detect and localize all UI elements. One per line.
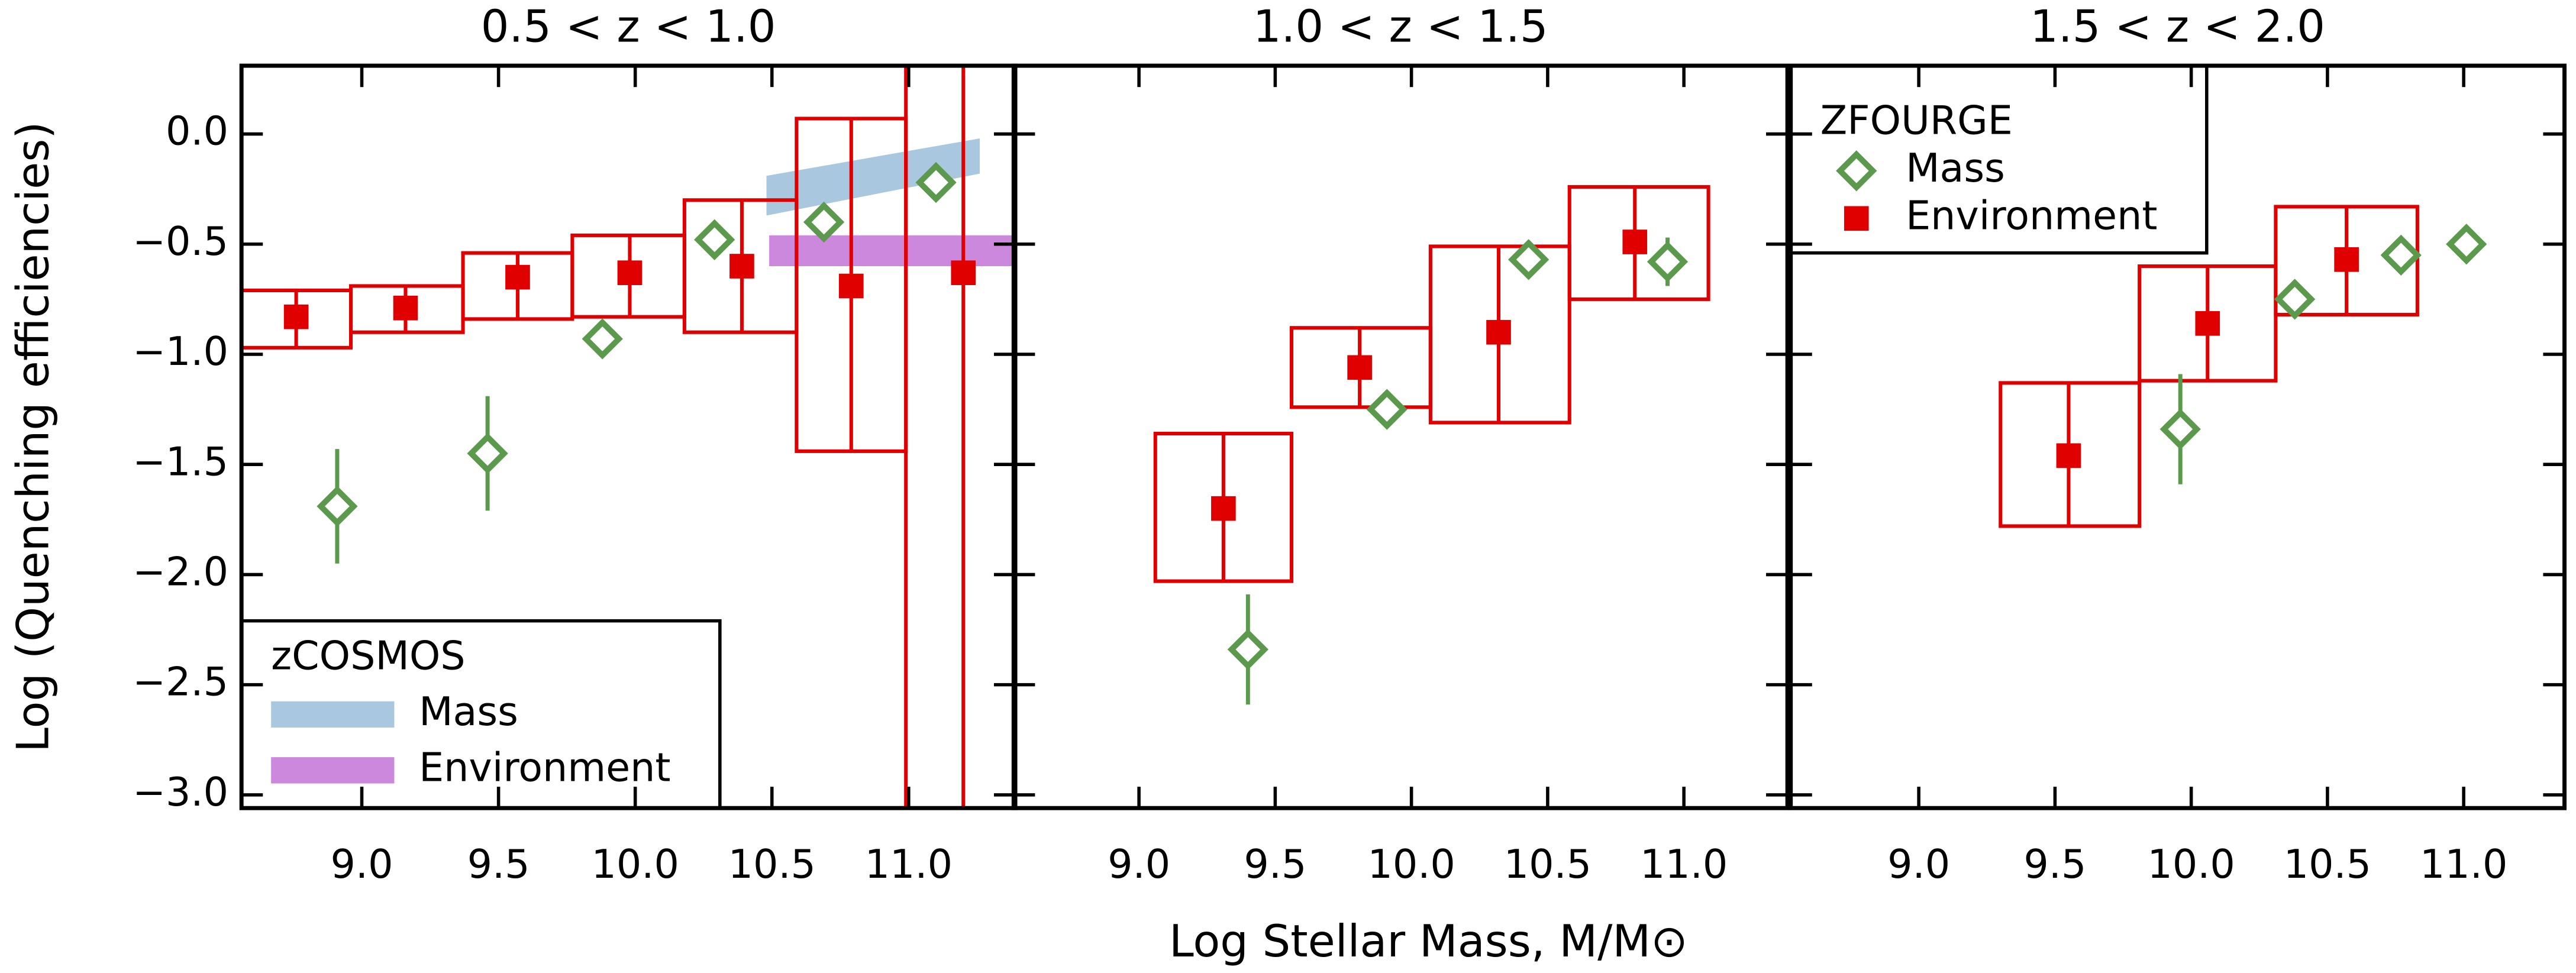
legend-label: Environment [1906,192,2157,238]
range-box [1567,185,1710,301]
diamond-marker [2446,224,2487,265]
legend: zCOSMOS Mass Environment [240,619,722,809]
plot-area [241,66,1016,809]
diamond-marker [2274,279,2316,320]
x-tick-label: 10.5 [1504,841,1592,887]
y-axis-label: Log (Quenching efficiencies) [7,121,59,752]
x-tick-label: 11.0 [2420,841,2507,887]
diamond-marker [582,318,623,360]
square-marker [505,264,530,290]
y-tick-label: 0.0 [166,108,228,154]
panel-title: 1.0 < z < 1.5 [1253,0,1548,52]
y-tick-label: −3.0 [133,769,228,815]
square-marker [2195,311,2220,336]
square-marker [1486,319,1511,345]
diamond-marker [317,486,358,527]
diamond-marker [1647,241,1689,283]
plot-area [1999,205,2487,528]
band [769,235,1016,267]
square-marker [283,304,309,329]
x-tick-label: 10.0 [591,841,679,887]
x-tick-label: 9.0 [331,841,393,887]
panel-frame [1011,63,1790,810]
x-tick-label: 10.0 [1367,841,1455,887]
y-tick-label: −1.0 [133,328,228,374]
diamond-marker [1366,389,1408,430]
square-marker [1347,355,1372,380]
x-tick-label: 9.5 [1244,841,1306,887]
square-marker [2056,443,2081,468]
square-marker [838,273,864,299]
x-tick-label: 10.5 [2284,841,2371,887]
x-axis-label: Log Stellar Mass, M/M⊙ [1169,915,1688,967]
square-marker [1844,206,1869,231]
y-tick-label: −2.5 [133,659,228,705]
y-tick-label: −2.0 [133,548,228,594]
diamond-marker [1227,629,1268,670]
legend-title: zCOSMOS [271,633,465,679]
legend-label: Environment [419,744,670,790]
y-tick-label: −1.5 [133,438,228,484]
panel-title: 0.5 < z < 1.0 [481,0,776,52]
plot-area [1153,185,1710,705]
legend-label: Mass [419,688,518,735]
x-tick-label: 10.5 [728,841,816,887]
legend-label: Mass [1906,145,2005,191]
range-box [904,66,908,809]
diamond-marker [803,201,845,243]
panel-frame [1789,63,2567,810]
diamond-marker [467,432,508,474]
x-tick-label: 10.0 [2147,841,2235,887]
diamond-marker [915,161,957,203]
legend-swatch [271,701,395,728]
diamond-marker [2159,408,2201,450]
legend-swatch [271,757,395,784]
square-marker [1211,496,1236,521]
diamond-marker [1508,239,1550,280]
panel-title: 1.5 < z < 2.0 [2030,0,2325,52]
x-tick-label: 9.5 [2023,841,2086,887]
diamond-marker [694,219,735,260]
square-marker [729,254,754,279]
square-marker [951,260,976,286]
x-tick-label: 11.0 [1640,841,1728,887]
x-tick-label: 9.0 [1108,841,1170,887]
square-marker [2334,247,2359,272]
y-tick-label: −0.5 [133,218,228,264]
x-tick-label: 11.0 [865,841,953,887]
square-marker [1622,229,1648,254]
legend-title: ZFOURGE [1820,97,2013,143]
x-tick-label: 9.5 [467,841,530,887]
diamond-marker [2380,234,2422,276]
square-marker [393,295,418,321]
band [766,138,980,216]
diamond-marker [1836,150,1877,192]
square-marker [617,260,643,286]
x-tick-label: 9.0 [1887,841,1950,887]
